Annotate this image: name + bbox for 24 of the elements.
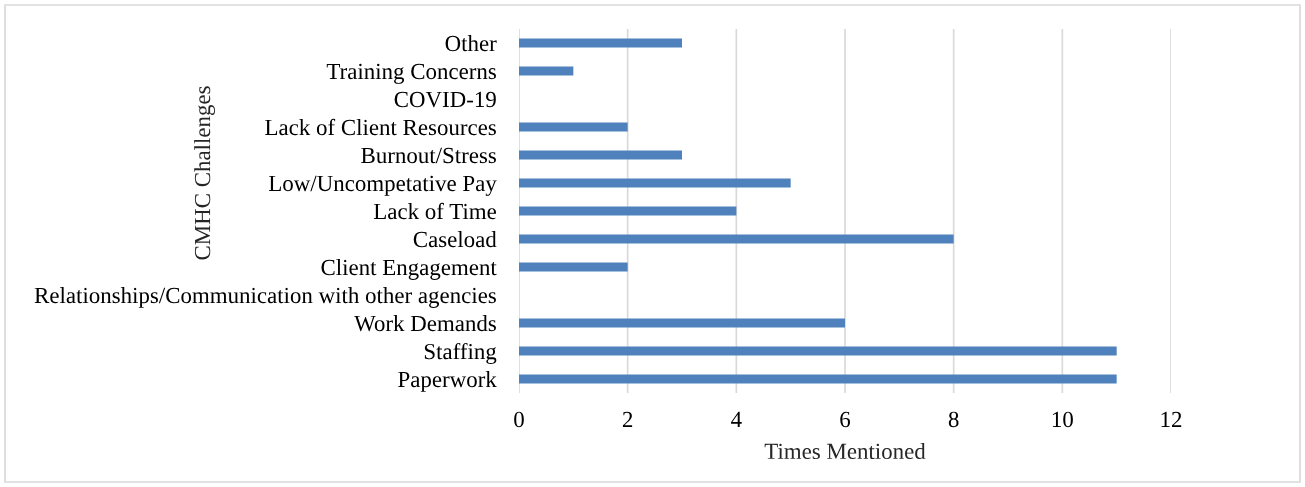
x-tick-label: 12 [1161,411,1182,427]
y-tick-label: COVID-19 [394,91,496,108]
y-axis-title: CMHC Challenges [194,86,215,260]
y-tick-label: Client Engagement [321,259,497,280]
y-tick-label: Paperwork [398,371,497,392]
bar [519,262,628,272]
y-tick-label: Work Demands [354,315,496,332]
y-tick-label: Lack of Time [373,202,496,220]
x-tick-label: 8 [948,411,959,428]
y-tick-label: Caseload [413,231,497,248]
y-tick-label: Burnout/Stress [361,147,496,164]
x-axis-title: Times Mentioned [764,442,926,460]
x-tick-label: 10 [1052,411,1073,428]
y-tick-label: Staffing [424,342,497,365]
x-tick-label: 6 [840,411,851,428]
y-tick-label: Lack of Client Resources [265,118,496,136]
y-tick-label: Other [445,35,497,52]
x-tick-label: 4 [731,411,742,427]
y-tick-label: Training Concerns [326,63,496,84]
y-tick-label: Low/Uncompetative Pay [268,175,497,196]
bar [519,122,628,132]
y-tick-label: Relationships/Communication with other agencies [34,287,496,308]
x-tick-label: 0 [514,411,524,428]
x-tick-label: 2 [622,411,633,427]
